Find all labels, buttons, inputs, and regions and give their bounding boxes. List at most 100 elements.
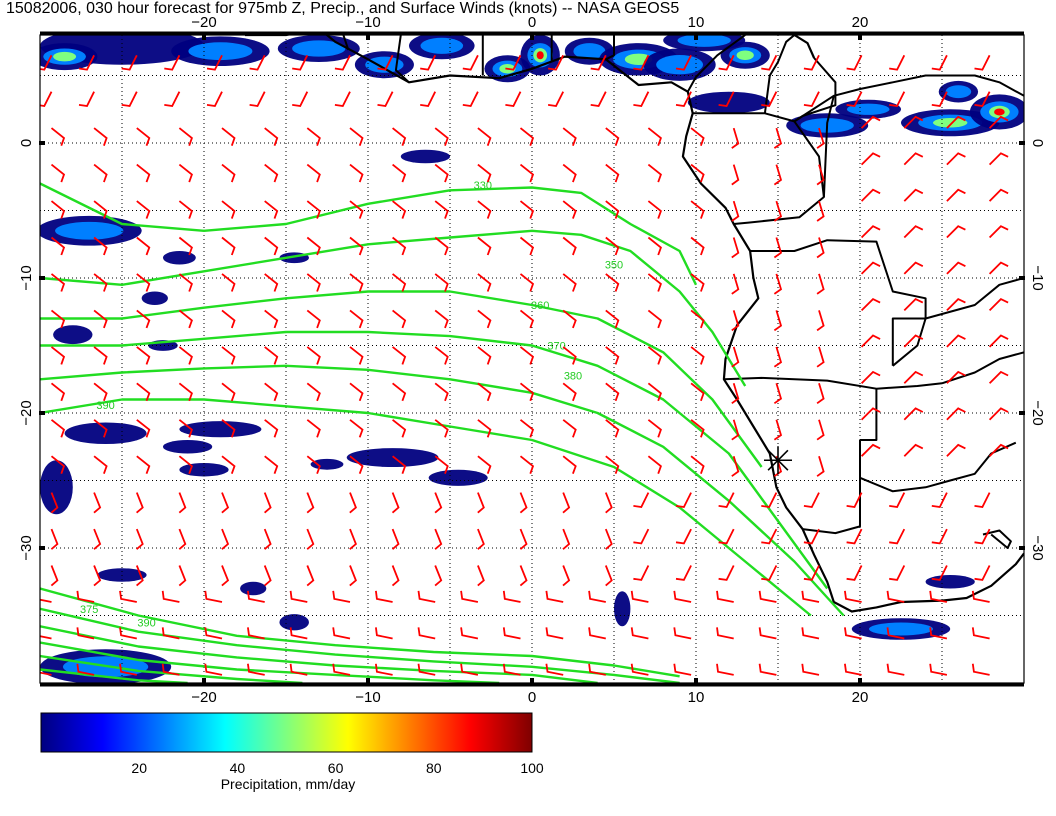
wind-barb: [860, 225, 881, 239]
precip-cell-core: [53, 51, 77, 62]
wind-barb: [562, 273, 577, 292]
wind-barb: [590, 54, 607, 71]
wind-barb: [434, 419, 449, 438]
wind-barb: [50, 236, 66, 256]
wind-barb: [946, 225, 966, 239]
frame-tick-labels: −20 −20 −10 −10 0 0 10 10 20 20 0 0 −10 −10 −20 −20 −30 −…: [18, 14, 1046, 706]
wind-barb: [816, 383, 825, 405]
wind-barb: [931, 492, 948, 508]
wind-barb: [675, 528, 692, 545]
country-border: [793, 74, 1024, 123]
wind-barb: [860, 334, 881, 348]
country-border: [686, 35, 746, 93]
wind-barb: [562, 419, 577, 438]
wind-barb: [477, 382, 492, 402]
wind-barb: [477, 200, 492, 219]
wind-barb: [460, 627, 479, 640]
wind-barb: [716, 663, 734, 676]
wind-barb: [161, 627, 180, 640]
lon-tick-label-bottom: 10: [688, 689, 705, 706]
wind-barb: [731, 273, 740, 295]
wind-barb: [647, 382, 662, 402]
wind-barb: [50, 346, 66, 365]
wind-barb: [349, 200, 364, 219]
wind-barb: [93, 127, 108, 147]
country-border: [342, 35, 350, 51]
country-border: [605, 35, 615, 61]
wind-barb: [844, 590, 862, 603]
wind-barb: [690, 236, 705, 256]
wind-barb: [633, 565, 650, 581]
wind-barb: [604, 492, 613, 514]
wind-barb: [519, 200, 535, 219]
contour-label: 370: [547, 341, 565, 353]
wind-barb: [929, 590, 948, 603]
wind-barb: [605, 127, 620, 147]
wind-barb: [816, 346, 825, 368]
country-border: [982, 529, 1012, 549]
wind-barb: [758, 663, 777, 676]
wind-barb: [93, 565, 102, 587]
wind-barb: [758, 590, 777, 603]
coastline-segment: [793, 35, 816, 59]
wind-barb: [50, 455, 66, 475]
wind-barb: [178, 163, 193, 183]
wind-barb: [588, 663, 606, 676]
wind-barb: [816, 200, 825, 222]
precip-cell-core: [869, 622, 933, 636]
wind-barb: [375, 590, 393, 603]
wind-barb: [502, 627, 521, 640]
wind-barb: [988, 225, 1009, 239]
wind-barb: [630, 627, 649, 640]
wind-barb: [562, 382, 577, 402]
wind-barb: [332, 627, 351, 640]
wind-barb: [334, 54, 351, 71]
wind-barb: [971, 590, 990, 603]
wind-barb: [731, 127, 740, 149]
colorbar-tick-label: 40: [230, 760, 246, 776]
wind-barb: [547, 91, 565, 107]
wind-barb: [971, 663, 990, 676]
wind-barb: [562, 528, 571, 550]
lon-tick-label-top: −10: [355, 14, 380, 31]
wind-barb: [519, 309, 535, 329]
wind-barb: [434, 455, 449, 475]
contour-label: 360: [531, 300, 549, 312]
wind-barb: [50, 200, 66, 219]
precip-cell: [179, 421, 262, 438]
wind-barb: [93, 455, 108, 475]
wind-barb: [974, 54, 991, 71]
wind-barb: [349, 346, 364, 365]
wind-barb: [647, 346, 662, 365]
wind-barb: [605, 419, 620, 438]
wind-barb: [178, 200, 193, 219]
wind-barb: [136, 346, 151, 365]
wind-barb: [816, 127, 825, 149]
wind-barb: [889, 492, 906, 508]
wind-barb: [477, 419, 492, 438]
wind-barb: [590, 91, 607, 107]
wind-barb: [136, 127, 151, 147]
wind-barb: [718, 91, 735, 107]
wind-barb: [136, 236, 151, 256]
map-title: 15082006, 030 hour forecast for 975mb Z,…: [6, 0, 679, 17]
wind-barb: [306, 127, 321, 147]
wind-barb: [247, 590, 265, 603]
contour-label: 390: [137, 617, 155, 629]
wind-barb: [349, 236, 364, 256]
wind-barb: [392, 346, 407, 365]
wind-barb: [93, 382, 108, 402]
wind-barb: [946, 407, 966, 421]
colorbar-title: Precipitation, mm/day: [221, 776, 356, 792]
wind-barb: [462, 54, 479, 71]
wind-barb: [392, 200, 407, 219]
height-contour: [40, 364, 845, 617]
wind-barb: [119, 590, 137, 603]
wind-barb: [588, 627, 606, 640]
wind-barb: [547, 54, 565, 71]
wind-barb: [931, 91, 948, 107]
lon-tick-label-bottom: 20: [852, 689, 869, 706]
wind-barb: [221, 455, 236, 475]
wind-barb: [545, 663, 564, 676]
